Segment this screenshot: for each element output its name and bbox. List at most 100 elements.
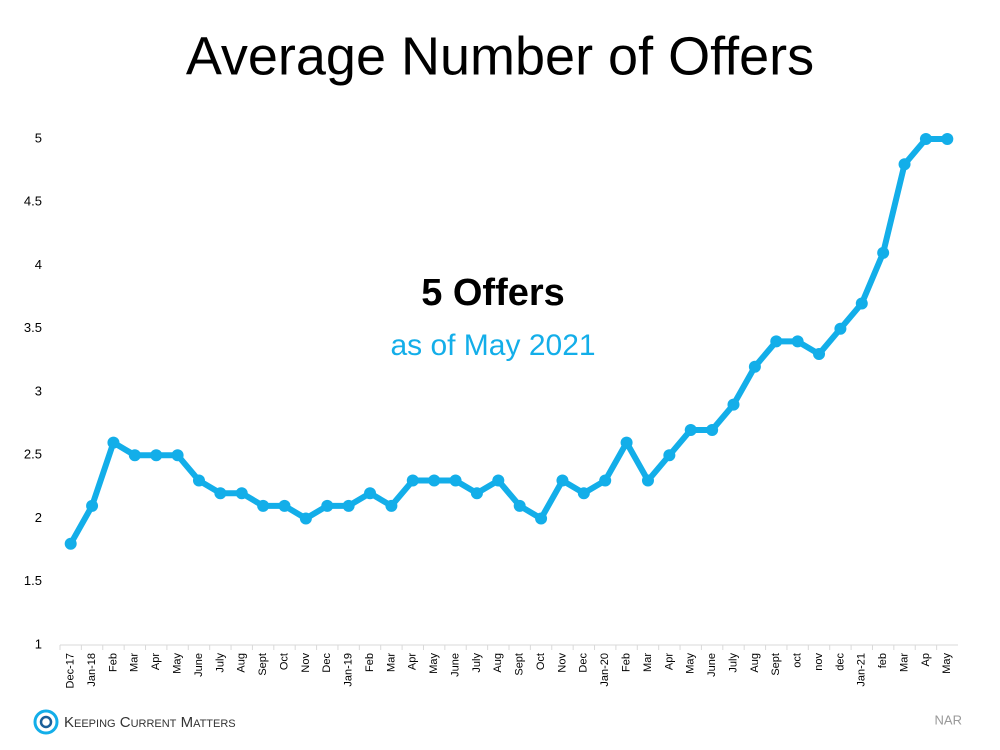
x-tick-label: Aug [749,653,761,673]
x-tick-label: Mar [642,653,654,672]
x-tick-label: Nov [300,653,312,673]
x-tick-label: May [685,653,697,674]
x-tick-label: May [172,653,184,674]
y-tick-label: 2.5 [24,447,42,462]
x-tick-label: oct [792,653,804,668]
x-tick-label: Sept [257,653,269,676]
x-tick-label: feb [877,653,889,668]
x-tick-label: June [193,653,205,677]
point [684,423,697,436]
x-tick-label: Feb [364,653,376,672]
x-tick-label: Dec [578,653,590,673]
x-tick-label: Sept [770,653,782,676]
x-tick-label: Feb [621,653,633,672]
x-tick-label: Apr [407,653,419,670]
point [406,474,419,487]
point [192,474,205,487]
point [470,487,483,500]
point [706,423,719,436]
y-tick-label: 4.5 [24,194,42,209]
x-tick-label: Dec-17 [65,653,77,688]
x-tick-label: Jan-21 [856,653,868,687]
point [855,297,868,310]
x-tick-label: nov [813,653,825,671]
x-tick-label: Jan-20 [599,653,611,687]
point [385,499,398,512]
x-tick-label: Feb [107,653,119,672]
point [535,512,548,525]
point [577,487,590,500]
source: NAR [935,712,962,727]
x-tick-label: Apr [150,653,162,670]
x-tick-label: Apr [663,653,675,670]
point [663,449,676,462]
point [599,474,612,487]
point [171,449,184,462]
point [321,499,334,512]
x-tick-label: Jan-19 [343,653,355,687]
point [492,474,505,487]
point [813,348,826,361]
point [150,449,163,462]
point [86,499,99,512]
chart-title: Average Number of Offers [186,26,814,86]
point [877,246,890,259]
point [449,474,462,487]
point [235,487,248,500]
point [428,474,441,487]
point [898,158,911,171]
x-tick-label: Sept [514,653,526,676]
point [834,322,847,335]
y-tick-label: 3.5 [24,320,42,335]
x-tick-label: Mar [898,653,910,672]
x-tick-label: May [941,653,953,674]
y-tick-label: 2 [35,510,42,525]
point [278,499,291,512]
x-tick-label: Mar [129,653,141,672]
point [727,398,740,411]
point [513,499,526,512]
point [257,499,270,512]
point [342,499,355,512]
y-tick-label: 5 [35,130,42,145]
x-tick-label: dec [834,653,846,671]
y-tick-label: 1 [35,636,42,651]
point [791,335,804,348]
point [556,474,569,487]
point [299,512,312,525]
x-tick-label: June [449,653,461,677]
logo-icon [33,709,59,735]
point [128,449,141,462]
x-tick-label: June [706,653,718,677]
x-tick-label: Ap [920,653,932,666]
annotation: 5 Offers [421,272,565,314]
annotation-subtitle: as of May 2021 [390,329,595,362]
x-tick-label: May [428,653,440,674]
x-tick-label: July [471,653,483,673]
x-tick-label: Jan-18 [86,653,98,687]
point [364,487,377,500]
point [770,335,783,348]
x-tick-label: Aug [236,653,248,673]
y-tick-label: 1.5 [24,573,42,588]
x-tick-label: Oct [278,653,290,670]
point [620,436,633,449]
y-tick-label: 4 [35,257,42,272]
point [641,474,654,487]
x-tick-label: Aug [492,653,504,673]
x-tick-label: Oct [535,653,547,670]
point [919,133,932,145]
x-tick-label: Dec [321,653,333,673]
x-tick-label: July [214,653,226,673]
logo-text: Keeping Current Matters [64,714,236,731]
point [64,537,77,550]
x-tick-label: Nov [556,653,568,673]
point [214,487,227,500]
x-tick-label: Mar [385,653,397,672]
x-tick-label: July [727,653,739,673]
y-tick-label: 3 [35,383,42,398]
point [107,436,120,449]
point [941,133,954,145]
point [748,360,761,373]
